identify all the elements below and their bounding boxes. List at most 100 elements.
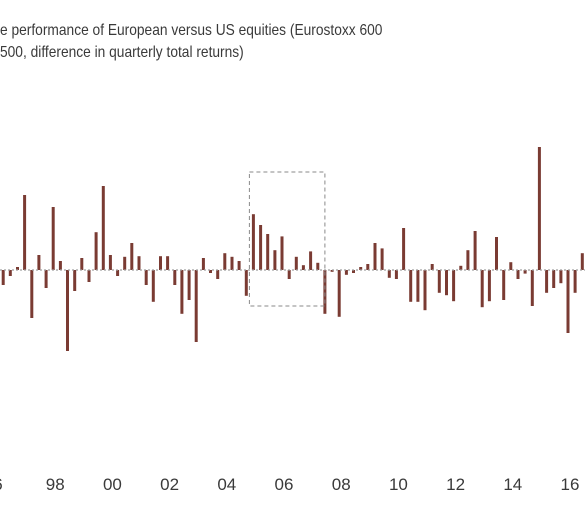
bar bbox=[466, 250, 470, 270]
bar bbox=[116, 270, 120, 276]
bar bbox=[516, 270, 520, 279]
bar bbox=[473, 231, 477, 270]
x-tick-label: 14 bbox=[503, 475, 522, 494]
bar bbox=[58, 261, 62, 270]
x-tick-label: 10 bbox=[389, 475, 408, 494]
bar bbox=[151, 270, 155, 302]
bar bbox=[237, 261, 241, 270]
bar bbox=[416, 270, 420, 302]
bar bbox=[259, 225, 263, 270]
bar bbox=[559, 270, 563, 284]
bar bbox=[437, 270, 441, 293]
x-tick-label: 08 bbox=[332, 475, 351, 494]
bar bbox=[166, 256, 170, 270]
bar bbox=[30, 270, 34, 318]
x-tick-label: 12 bbox=[446, 475, 465, 494]
bar bbox=[280, 236, 284, 270]
bar bbox=[530, 270, 534, 306]
bar bbox=[480, 270, 484, 308]
bar bbox=[251, 214, 255, 270]
bars-group bbox=[1, 147, 584, 351]
x-tick-label: 16 bbox=[561, 475, 580, 494]
bar bbox=[144, 270, 148, 285]
bar bbox=[101, 186, 105, 270]
bar bbox=[545, 270, 549, 293]
bar bbox=[266, 234, 270, 270]
bar bbox=[387, 270, 391, 278]
bar bbox=[459, 265, 463, 270]
bar bbox=[51, 207, 55, 270]
bar bbox=[352, 270, 355, 273]
bar bbox=[209, 270, 212, 273]
bar bbox=[94, 232, 98, 270]
bar bbox=[502, 270, 506, 300]
bar bbox=[423, 270, 427, 311]
x-tick-label: 06 bbox=[275, 475, 294, 494]
bar bbox=[130, 243, 134, 270]
bar bbox=[1, 270, 5, 285]
bar bbox=[509, 262, 513, 270]
bar bbox=[366, 264, 370, 270]
bar bbox=[201, 258, 205, 270]
bar bbox=[23, 195, 27, 270]
bar bbox=[44, 270, 48, 288]
bar bbox=[373, 243, 377, 270]
bar bbox=[309, 251, 313, 270]
bar bbox=[123, 256, 127, 270]
bar bbox=[187, 270, 191, 300]
bar bbox=[80, 258, 84, 270]
bar bbox=[194, 270, 198, 342]
bar bbox=[573, 270, 577, 293]
bar bbox=[301, 265, 305, 270]
chart-title: e performance of European versus US equi… bbox=[0, 20, 503, 64]
bar bbox=[316, 262, 320, 270]
bar bbox=[537, 147, 541, 270]
bar bbox=[230, 256, 234, 270]
bar bbox=[16, 267, 19, 270]
bar bbox=[66, 270, 69, 351]
chart-title-line-2: 500, difference in quarterly total retur… bbox=[0, 44, 244, 61]
bar bbox=[344, 270, 348, 275]
bar bbox=[108, 255, 112, 270]
bar bbox=[180, 270, 184, 314]
x-axis-ticks: 6 98 00 02 04 06 08 10 12 14 16 bbox=[0, 475, 579, 494]
highlight-box bbox=[248, 171, 326, 307]
x-tick-label: 6 bbox=[0, 475, 3, 494]
bar bbox=[566, 270, 570, 333]
bar bbox=[8, 270, 12, 276]
bar bbox=[394, 270, 398, 279]
bar bbox=[87, 270, 91, 282]
bar bbox=[580, 253, 584, 270]
bar bbox=[159, 256, 162, 270]
bar bbox=[409, 270, 413, 302]
bar bbox=[380, 248, 384, 270]
x-tick-label: 02 bbox=[160, 475, 179, 494]
bar bbox=[359, 267, 363, 270]
bar bbox=[495, 237, 498, 270]
bar bbox=[337, 270, 341, 317]
bar bbox=[294, 256, 298, 270]
bar bbox=[487, 270, 491, 302]
bar bbox=[402, 228, 406, 270]
bar bbox=[223, 253, 227, 270]
bar bbox=[273, 250, 277, 270]
bar bbox=[330, 270, 334, 272]
x-tick-label: 00 bbox=[103, 475, 122, 494]
bar bbox=[445, 270, 448, 296]
bar bbox=[37, 255, 41, 270]
bar bbox=[73, 270, 77, 291]
chart-title-line-1: e performance of European versus US equi… bbox=[0, 22, 383, 39]
bar bbox=[552, 270, 556, 288]
bar bbox=[173, 270, 177, 285]
bar bbox=[216, 270, 220, 279]
bar bbox=[244, 270, 248, 296]
bar bbox=[137, 256, 141, 270]
x-tick-label: 98 bbox=[46, 475, 65, 494]
bar bbox=[430, 264, 434, 270]
bar bbox=[452, 270, 456, 302]
bar bbox=[287, 270, 291, 279]
bar bbox=[523, 270, 527, 274]
x-tick-label: 04 bbox=[217, 475, 236, 494]
bar bbox=[323, 270, 327, 314]
